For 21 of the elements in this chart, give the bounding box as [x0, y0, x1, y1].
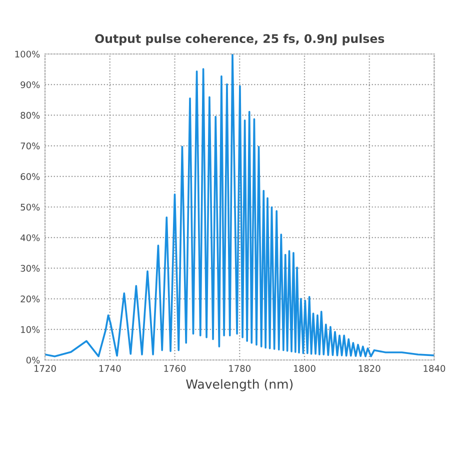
x-tick-label: 1720 [34, 365, 56, 372]
x-tick-label: 1840 [424, 365, 446, 372]
x-tick-label: 1780 [229, 365, 251, 372]
x-tick-label: 1800 [294, 365, 316, 372]
y-tick-label: 20% [20, 296, 40, 302]
y-tick-label: 0% [26, 356, 40, 364]
x-tick-label: 1760 [164, 365, 186, 372]
x-axis-title: Wavelength (nm) [186, 379, 293, 392]
y-tick-label: 90% [20, 81, 40, 88]
y-tick-label: 100% [15, 50, 40, 58]
y-tick-label: 40% [20, 234, 40, 242]
y-tick-label: 30% [20, 264, 40, 272]
y-tick-label: 60% [20, 173, 40, 180]
y-tick-label: 80% [20, 112, 40, 119]
x-tick-label: 1740 [99, 365, 121, 372]
x-tick-label: 1820 [358, 365, 380, 372]
line-series [45, 54, 434, 358]
y-tick-label: 50% [20, 204, 40, 211]
y-tick-label: 10% [21, 326, 40, 333]
chart-title: Output pulse coherence, 25 fs, 0.9nJ pulses [95, 34, 384, 46]
y-tick-label: 70% [20, 142, 40, 150]
